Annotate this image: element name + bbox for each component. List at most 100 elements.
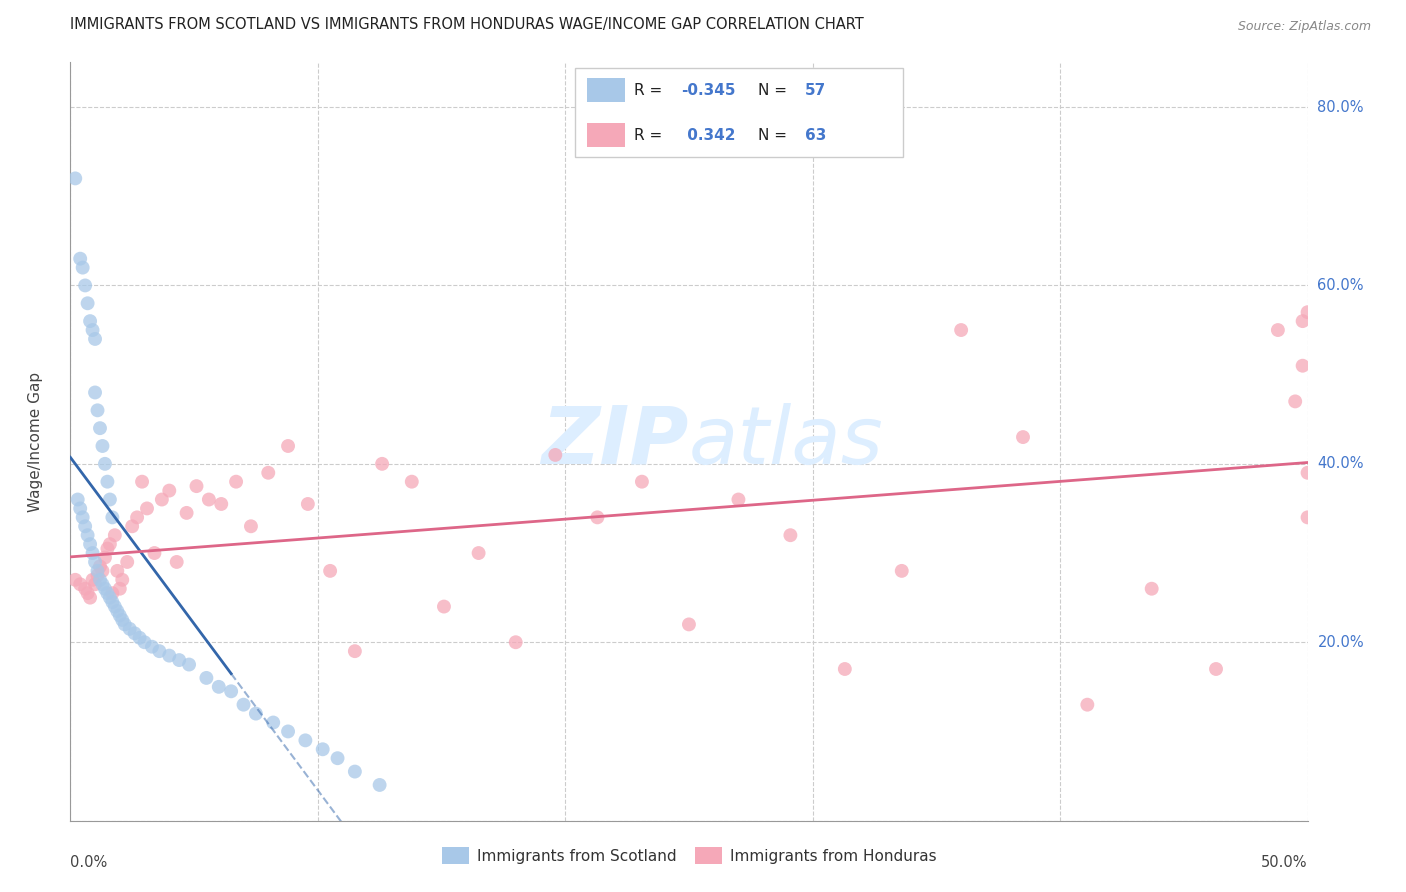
Point	[1205, 662, 1227, 676]
Point	[779, 528, 801, 542]
Point	[166, 555, 188, 569]
Point	[91, 439, 114, 453]
Text: -0.345: -0.345	[682, 83, 735, 98]
Point	[544, 448, 567, 462]
Point	[105, 564, 128, 578]
Point	[65, 573, 87, 587]
Point	[75, 278, 97, 293]
Point	[505, 635, 527, 649]
Text: 57: 57	[806, 83, 827, 98]
Point	[76, 296, 98, 310]
Point	[75, 582, 97, 596]
Text: 40.0%: 40.0%	[1317, 457, 1364, 471]
Text: 63: 63	[806, 128, 827, 143]
Point	[1267, 323, 1289, 337]
Point	[277, 439, 299, 453]
Point	[371, 457, 394, 471]
Point	[82, 546, 104, 560]
Point	[72, 510, 94, 524]
Point	[433, 599, 456, 614]
Point	[239, 519, 262, 533]
Point	[950, 323, 973, 337]
Point	[108, 582, 131, 596]
Point	[76, 586, 98, 600]
Point	[1296, 510, 1319, 524]
Point	[834, 662, 856, 676]
Point	[198, 492, 221, 507]
Point	[75, 519, 97, 533]
Point	[84, 577, 107, 591]
Point	[678, 617, 700, 632]
Point	[91, 564, 114, 578]
Point	[69, 577, 91, 591]
Point	[114, 617, 136, 632]
Point	[186, 479, 208, 493]
Point	[1291, 314, 1313, 328]
Point	[1284, 394, 1306, 409]
Point	[343, 764, 366, 779]
Point	[195, 671, 218, 685]
Legend: Immigrants from Scotland, Immigrants from Honduras: Immigrants from Scotland, Immigrants fro…	[436, 841, 942, 870]
Point	[101, 586, 124, 600]
Point	[79, 591, 101, 605]
Text: atlas: atlas	[689, 402, 884, 481]
Point	[141, 640, 163, 654]
Point	[131, 475, 153, 489]
Point	[118, 622, 141, 636]
Point	[115, 555, 138, 569]
Text: R =: R =	[634, 128, 668, 143]
Point	[84, 385, 107, 400]
Point	[84, 332, 107, 346]
Text: Wage/Income Gap: Wage/Income Gap	[28, 371, 44, 512]
Point	[586, 510, 609, 524]
Point	[89, 421, 111, 435]
Point	[312, 742, 335, 756]
Text: 0.342: 0.342	[682, 128, 735, 143]
Point	[157, 648, 180, 663]
Point	[177, 657, 200, 672]
Point	[467, 546, 489, 560]
Point	[72, 260, 94, 275]
Point	[91, 577, 114, 591]
Point	[134, 635, 156, 649]
Point	[297, 497, 319, 511]
Point	[1291, 359, 1313, 373]
Point	[208, 680, 231, 694]
Point	[209, 497, 232, 511]
Point	[105, 604, 128, 618]
Point	[108, 608, 131, 623]
Point	[98, 591, 121, 605]
Text: Source: ZipAtlas.com: Source: ZipAtlas.com	[1237, 20, 1371, 33]
Text: IMMIGRANTS FROM SCOTLAND VS IMMIGRANTS FROM HONDURAS WAGE/INCOME GAP CORRELATION: IMMIGRANTS FROM SCOTLAND VS IMMIGRANTS F…	[70, 17, 865, 32]
Point	[79, 537, 101, 551]
Point	[101, 510, 124, 524]
Text: 50.0%: 50.0%	[1261, 855, 1308, 870]
Point	[94, 582, 117, 596]
Point	[89, 559, 111, 574]
Point	[1076, 698, 1098, 712]
Point	[69, 501, 91, 516]
Point	[79, 314, 101, 328]
Point	[232, 698, 254, 712]
Point	[150, 492, 173, 507]
Point	[96, 475, 118, 489]
Point	[1296, 466, 1319, 480]
Point	[1012, 430, 1035, 444]
Point	[124, 626, 146, 640]
Point	[69, 252, 91, 266]
Point	[343, 644, 366, 658]
Point	[1140, 582, 1163, 596]
Point	[98, 492, 121, 507]
Point	[101, 595, 124, 609]
Text: R =: R =	[634, 83, 668, 98]
Text: N =: N =	[758, 128, 792, 143]
FancyBboxPatch shape	[575, 68, 903, 157]
Point	[94, 457, 117, 471]
Point	[257, 466, 280, 480]
Point	[96, 586, 118, 600]
Text: 20.0%: 20.0%	[1317, 635, 1364, 649]
Point	[104, 599, 127, 614]
Point	[136, 501, 159, 516]
Point	[890, 564, 912, 578]
Point	[631, 475, 654, 489]
